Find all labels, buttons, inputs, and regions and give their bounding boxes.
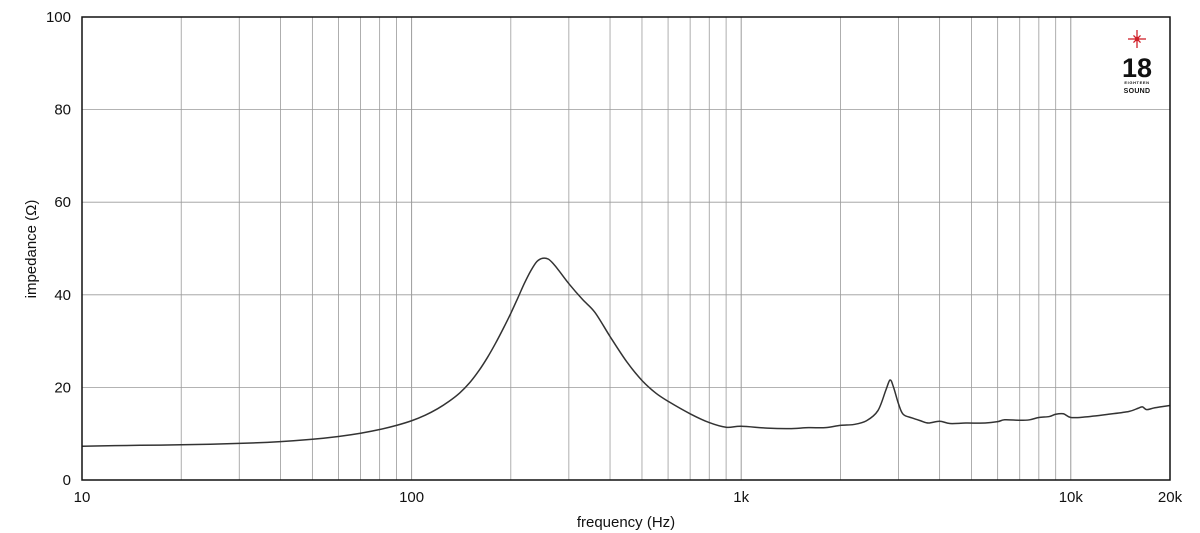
x-tick-label: 10: [74, 489, 91, 506]
y-tick-label: 20: [54, 379, 71, 396]
plot-frame: [81, 16, 1171, 481]
y-axis-ticks: 0 20 40 60 80 100: [46, 9, 71, 489]
x-tick-label: 100: [399, 489, 424, 506]
grid-lines: [82, 17, 1170, 480]
logo-subtext: EIGHTEEN: [1124, 80, 1149, 85]
y-tick-label: 40: [54, 287, 71, 304]
y-axis-label: impedance (Ω): [23, 200, 40, 299]
y-tick-label: 60: [54, 194, 71, 211]
logo-number: 18: [1122, 53, 1152, 83]
plot-area: [82, 17, 1170, 480]
brand-logo: 18 EIGHTEEN SOUND: [1122, 30, 1152, 95]
x-tick-label: 20k: [1158, 489, 1183, 506]
x-tick-label: 1k: [733, 489, 749, 506]
x-axis-ticks: 10 100 1k 10k 20k: [74, 489, 1183, 506]
y-tick-label: 80: [54, 102, 71, 119]
impedance-curve: [81, 257, 1171, 447]
star-icon: [1128, 30, 1146, 48]
y-tick-label: 100: [46, 9, 71, 26]
x-tick-label: 10k: [1059, 489, 1084, 506]
logo-word: SOUND: [1124, 88, 1151, 95]
x-axis-label: frequency (Hz): [577, 514, 675, 531]
y-tick-label: 0: [63, 472, 71, 489]
